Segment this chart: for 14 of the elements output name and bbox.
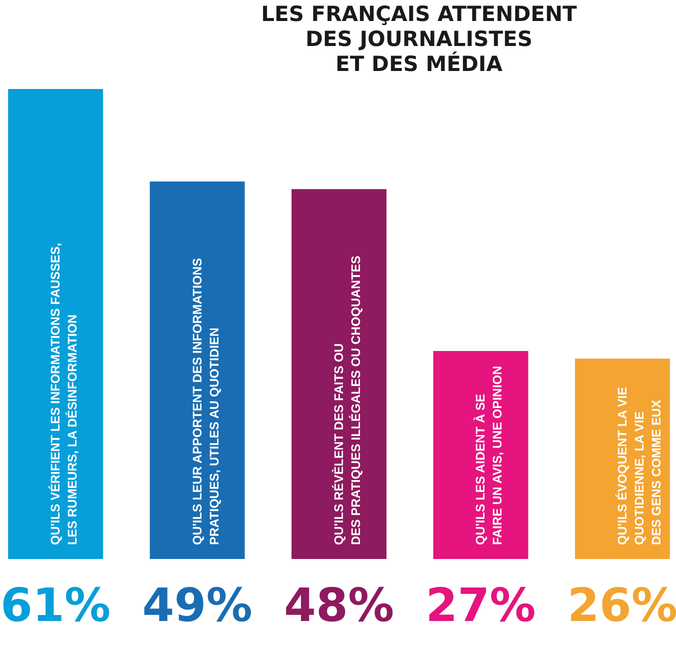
x-tick-label: QU'ILS LES AIDENT À SE FAIRE UN AVIS, UNE OPINION: [472, 366, 505, 545]
bar: [150, 181, 245, 559]
x-tick-label: QU'ILS RÉVÈLENT DES FAITS OU DES PRATIQUES ILLÉGALES OU CHOQUANTES: [331, 256, 363, 545]
data-label: 49%: [142, 578, 252, 632]
data-label: 27%: [426, 578, 536, 632]
bar: [292, 189, 386, 559]
data-label: 48%: [284, 578, 394, 632]
chart-title: LES FRANÇAIS ATTENDENT DES JOURNALISTES ET DES MÉDIA: [261, 2, 578, 76]
data-label: 61%: [0, 578, 111, 632]
x-tick-label: QU'ILS VÉRIFIENT LES INFORMATIONS FAUSSES, LES RUMEURS, LA DÉSINFORMATION: [48, 242, 80, 545]
x-tick-label: QU'ILS ÉVOQUENT LA VIE QUOTIDIENNE, LA VIE DES GENS COMME EUX: [614, 386, 664, 545]
bar: [433, 350, 528, 559]
x-tick-label: QU'ILS LEUR APPORTENT DES INFORMATIONS PRATIQUES, UTILES AU QUOTIDIEN: [190, 258, 222, 545]
bar: [8, 89, 104, 559]
